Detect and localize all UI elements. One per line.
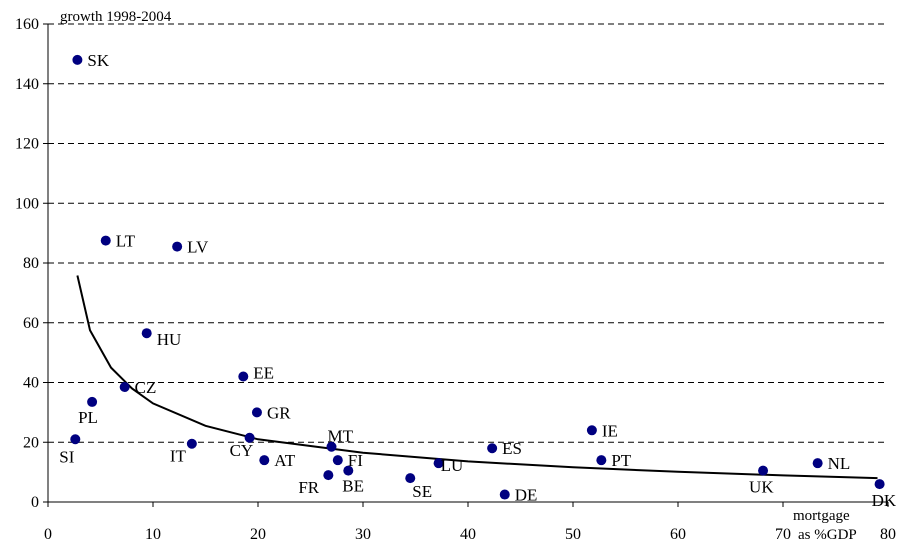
point-at [259,455,270,466]
point-label-mt: MT [328,427,354,446]
y-tick-label: 60 [23,315,39,332]
x-tick-label: 0 [44,526,52,543]
point-label-pl: PL [78,408,98,427]
point-lt [100,235,111,246]
point-nl [812,458,823,469]
point-label-dk: DK [872,491,897,510]
y-tick-label: 20 [23,434,39,451]
y-tick-label: 100 [15,195,39,212]
point-cy [244,432,255,443]
point-label-se: SE [412,482,432,501]
point-label-si: SI [59,447,74,466]
point-cz [119,381,130,392]
point-label-gr: GR [267,403,291,422]
tick-labels: 0 20 40 60 80 100 120 140 160 0 10 20 30 40 50 60 70 80 [15,16,896,543]
y-tick-label: 0 [31,494,39,511]
point-label-nl: NL [828,454,851,473]
data-points [70,54,885,500]
point-label-uk: UK [749,478,774,497]
trendline-layer [76,275,878,480]
point-label-fi: FI [348,451,363,470]
point-label-pt: PT [611,451,631,470]
y-axis-label: growth 1998-2004 [60,9,172,25]
point-label-lt: LT [116,232,136,251]
point-fi [332,455,343,466]
x-tick-label: 80 [880,526,896,543]
x-axis-label-line1: mortgage [793,508,850,524]
point-label-lu: LU [441,456,464,475]
x-axis-label-line2: as %GDP [798,527,857,543]
point-lv [172,241,183,252]
point-hu [141,328,152,339]
point-label-sk: SK [87,51,109,70]
point-label-it: IT [170,447,187,466]
x-tick-label: 60 [670,526,686,543]
x-tick-label: 20 [250,526,266,543]
point-pt [596,455,607,466]
x-tick-label: 30 [355,526,371,543]
x-tick-label: 50 [565,526,581,543]
point-label-hu: HU [157,330,182,349]
point-be [343,465,354,476]
point-es [487,443,498,454]
point-label-fr: FR [298,478,319,497]
y-tick-label: 160 [15,16,39,33]
point-label-at: AT [274,451,295,470]
point-fr [323,470,334,481]
point-si [70,434,81,445]
point-uk [758,465,769,476]
axes [43,23,889,507]
point-label-ie: IE [602,421,618,440]
point-ie [586,425,597,436]
point-de [499,489,510,500]
point-ee [238,371,249,382]
y-tick-label: 80 [23,255,39,272]
trendline [76,275,878,480]
x-tick-label: 40 [460,526,476,543]
point-gr [251,407,262,418]
y-tick-label: 40 [23,375,39,392]
point-label-ee: EE [253,364,274,383]
y-tick-label: 140 [15,76,39,93]
point-label-lv: LV [187,238,209,257]
x-tick-label: 10 [145,526,161,543]
point-se [405,473,416,484]
point-label-cz: CZ [135,378,157,397]
point-mt [326,441,337,452]
point-lu [433,458,444,469]
point-pl [87,396,98,407]
point-sk [72,54,83,65]
point-label-cy: CY [230,441,254,460]
gridlines [48,23,888,443]
point-dk [874,479,885,490]
point-label-es: ES [502,439,522,458]
point-label-be: BE [342,477,364,496]
x-tick-label: 70 [775,526,791,543]
point-label-de: DE [515,486,538,505]
point-it [186,438,197,449]
point-labels: SK LT LV HU EE CZ PL GR SI IT CY AT MT FI FR BE SE LU ES DE… [59,51,897,510]
y-tick-label: 120 [15,136,39,153]
